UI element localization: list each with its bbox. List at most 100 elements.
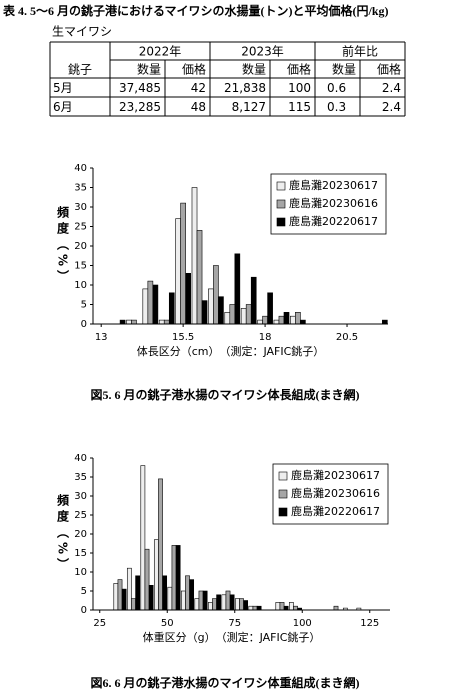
table-cell: 0.3 (327, 100, 346, 114)
bar (142, 288, 149, 325)
y-tick-label: 25 (74, 510, 87, 521)
y-tick-label: 5 (81, 586, 87, 597)
bar (293, 605, 298, 611)
y-tick-label: 35 (74, 183, 87, 194)
bar (202, 590, 208, 611)
table-cell: 100 (288, 81, 311, 95)
table-cell: 6月 (53, 100, 73, 114)
bar (300, 319, 306, 325)
bar (126, 319, 132, 325)
table-subheader: 価格 (182, 62, 206, 77)
table-subheader: 価格 (377, 62, 401, 77)
bar (229, 304, 236, 325)
y-axis-label: 頻度（%） (56, 493, 70, 574)
bar (148, 584, 154, 611)
bar (283, 605, 289, 611)
bar (267, 292, 273, 325)
table-cell: 2.4 (382, 81, 401, 95)
table-subheader: 数量 (332, 62, 356, 77)
caption: 図6. 6 月の銚子港水揚のマイワシ体重組成(まき網) (91, 675, 360, 690)
bar (185, 575, 190, 611)
bar (243, 600, 249, 611)
bar (225, 590, 231, 611)
legend-label: 鹿島灘20230617 (289, 178, 378, 192)
y-tick-label: 0 (81, 605, 87, 616)
bar (189, 579, 195, 611)
table-cell: 0.6 (327, 81, 346, 95)
y-tick-label: 20 (74, 241, 87, 252)
y-tick-label: 35 (74, 472, 87, 483)
y-tick-label: 25 (74, 222, 87, 233)
y-tick-label: 40 (74, 453, 87, 464)
bar (147, 280, 154, 325)
table-subheader: 数量 (137, 62, 161, 77)
bar (333, 605, 339, 611)
bar (275, 602, 281, 611)
bar (245, 304, 252, 325)
x-tick-label: 18 (259, 332, 272, 343)
bar (234, 598, 240, 611)
bar (158, 319, 165, 325)
bar (240, 308, 247, 325)
x-tick-label: 75 (228, 618, 241, 629)
bar (295, 311, 301, 325)
bar (131, 598, 136, 611)
bar (239, 598, 244, 611)
legend-swatch (278, 507, 288, 517)
table-cell: 42 (191, 81, 206, 95)
bar (135, 575, 141, 611)
table-cell: 8,127 (232, 100, 266, 114)
bar (252, 605, 258, 611)
bar (117, 579, 123, 611)
bar (121, 588, 127, 611)
bar (140, 465, 146, 611)
bar (113, 583, 119, 611)
bar (278, 315, 285, 325)
table-subtitle: 生マイワシ (52, 25, 112, 39)
bar (168, 292, 175, 325)
bar (221, 594, 227, 611)
y-tick-label: 5 (81, 300, 87, 311)
table-cell: 115 (288, 100, 311, 114)
bar (218, 296, 224, 325)
bar (185, 272, 191, 325)
x-tick-label: 15.5 (172, 332, 194, 343)
bar (213, 265, 219, 325)
legend-label: 鹿島灘20230616 (289, 196, 378, 210)
bar (288, 602, 294, 611)
y-tick-label: 10 (74, 280, 87, 291)
table-cell: 5月 (53, 81, 73, 95)
bar (382, 319, 388, 325)
bar (126, 567, 132, 611)
bar (180, 202, 186, 325)
bar (144, 548, 150, 611)
table-cell: 2.4 (382, 100, 401, 114)
legend-swatch (276, 217, 286, 227)
legend-label: 鹿島灘20220617 (291, 504, 380, 518)
bar (250, 276, 257, 325)
bar (224, 311, 231, 325)
caption: 図5. 6 月の銚子港水揚のマイワシ体長組成(まき網) (91, 387, 360, 402)
table-row-header: 銚子 (68, 62, 92, 77)
legend-box (272, 463, 389, 525)
y-axis-label: 頻度（%） (56, 205, 70, 286)
bar (234, 253, 241, 325)
bar (216, 594, 222, 611)
y-tick-label: 30 (74, 202, 87, 213)
bar (257, 319, 263, 325)
legend-label: 鹿島灘20230617 (291, 468, 380, 482)
y-tick-label: 0 (81, 319, 87, 330)
bar (180, 590, 186, 611)
x-tick-label: 125 (360, 618, 379, 629)
bar (119, 319, 126, 325)
table-subheader: 価格 (287, 62, 311, 77)
bar (175, 218, 181, 325)
bar (194, 598, 200, 611)
bar (163, 319, 170, 325)
bar (283, 311, 290, 325)
bar (198, 590, 204, 611)
bar (162, 575, 168, 611)
y-tick-label: 15 (74, 548, 87, 559)
bar (152, 284, 159, 325)
